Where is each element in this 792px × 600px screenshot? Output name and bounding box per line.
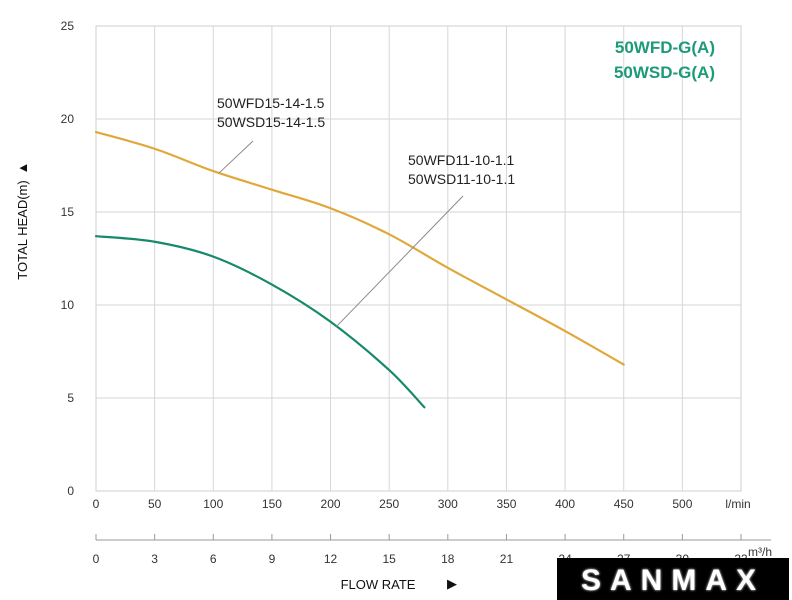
secondary-x-tick-label: 21 — [500, 552, 514, 566]
logo-text: SANMAX — [581, 564, 765, 597]
annotations: 50WFD15-14-1.5 50WSD15-14-1.5 50WFD11-10-1… — [217, 95, 515, 327]
chart-title: 50WFD-G(A) 50WSD-G(A) — [614, 38, 715, 82]
x-tick-label: 300 — [438, 497, 458, 511]
x-tick-label: 400 — [555, 497, 575, 511]
logo-background — [557, 558, 789, 600]
y-tick-label: 25 — [61, 19, 75, 33]
y-tick-label: 20 — [61, 112, 75, 126]
x-axis-arrow: ▶ — [447, 576, 457, 591]
secondary-x-tick-label: 12 — [324, 552, 338, 566]
chart-title-line: 50WFD-G(A) — [615, 38, 715, 57]
x-axis-label: FLOW RATE — [341, 577, 416, 592]
x-tick-label: 450 — [614, 497, 634, 511]
chart-title-line: 50WSD-G(A) — [614, 63, 715, 82]
grid — [95, 25, 742, 492]
series-1-label: 50WFD15-14-1.5 — [217, 95, 325, 111]
y-tick-label: 5 — [67, 391, 74, 405]
x-tick-label: 100 — [203, 497, 223, 511]
series-2-leader-line — [336, 195, 464, 327]
x-tick-label: 200 — [321, 497, 341, 511]
series-line-2 — [94, 235, 426, 409]
secondary-x-axis-unit: m³/h — [748, 545, 772, 559]
y-tick-label: 0 — [67, 484, 74, 498]
secondary-x-tick-label: 15 — [383, 552, 397, 566]
secondary-x-tick-label: 3 — [151, 552, 158, 566]
y-tick-label: 10 — [61, 298, 75, 312]
secondary-x-tick-label: 6 — [210, 552, 217, 566]
x-tick-label: 250 — [379, 497, 399, 511]
series-2-label: 50WSD11-10-1.1 — [408, 171, 515, 187]
x-tick-label: 350 — [496, 497, 516, 511]
y-axis-title: TOTAL HEAD(m) ▲ — [15, 162, 30, 280]
y-axis-arrow: ▲ — [15, 162, 30, 175]
series-2-label: 50WFD11-10-1.1 — [408, 152, 515, 168]
x-tick-label: 500 — [672, 497, 692, 511]
x-tick-label: 50 — [148, 497, 162, 511]
series-1-leader-line — [218, 140, 254, 174]
axes: 0 50 100 150 200 250 300 350 400 450 5000510152025… — [61, 19, 771, 566]
y-tick-label: 15 — [61, 205, 75, 219]
x-tick-label: 0 — [93, 497, 100, 511]
series — [94, 130, 625, 409]
brand-logo: SANMAX — [557, 558, 789, 600]
x-axis-title: FLOW RATE ▶ — [341, 576, 457, 592]
secondary-x-tick-label: 0 — [93, 552, 100, 566]
secondary-x-tick-label: 18 — [441, 552, 455, 566]
x-tick-label: 150 — [262, 497, 282, 511]
series-1-label: 50WSD15-14-1.5 — [217, 114, 325, 130]
plot-frame — [95, 25, 742, 492]
series-line-1 — [94, 130, 625, 366]
x-axis-unit: l/min — [725, 497, 750, 511]
y-axis-label: TOTAL HEAD(m) — [15, 180, 30, 279]
secondary-x-tick-label: 9 — [269, 552, 276, 566]
